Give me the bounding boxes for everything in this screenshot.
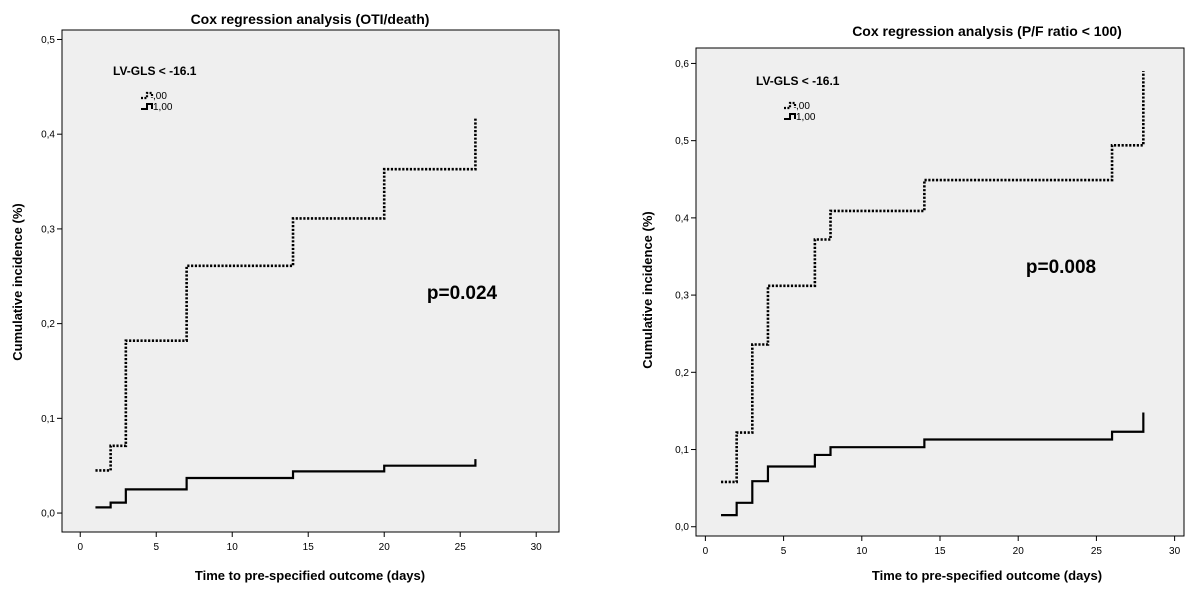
series-line-group-100: [721, 412, 1145, 517]
y-tick-label: 0,1: [41, 414, 55, 425]
y-tick-label: 0,0: [675, 522, 689, 533]
x-tick-label: 5: [781, 546, 787, 557]
plot-area: [695, 47, 1185, 537]
y-tick-label: 0,5: [41, 35, 55, 46]
x-axis-label: Time to pre-specified outcome (days): [195, 568, 425, 583]
plot-area: [61, 29, 560, 533]
x-tick-label: 0: [703, 546, 709, 557]
p-value-annotation: p=0.008: [1026, 257, 1096, 278]
x-tick-label: 30: [1169, 546, 1181, 557]
x-tick-label: 30: [531, 542, 543, 553]
x-tick-label: 15: [303, 542, 315, 553]
legend-entry: 1,00: [796, 112, 816, 123]
y-tick-label: 0,2: [41, 319, 55, 330]
y-axis-label: Cumulative incidence (%): [10, 203, 25, 360]
chart-svg-right: Cox regression analysis (P/F ratio < 100…: [640, 23, 1185, 583]
y-tick-label: 0,2: [675, 368, 689, 379]
chart-title: Cox regression analysis (OTI/death): [191, 11, 430, 27]
p-value-annotation: p=0.024: [427, 283, 498, 304]
x-tick-label: 10: [227, 542, 239, 553]
legend-title: LV-GLS < -16.1: [756, 74, 840, 88]
y-tick-label: 0,5: [675, 136, 689, 147]
legend-swatch-group-00: [784, 101, 797, 110]
x-tick-label: 0: [77, 542, 83, 553]
y-tick-label: 0,0: [41, 509, 55, 520]
legend-entry: ,00: [153, 91, 167, 102]
y-tick-label: 0,4: [675, 213, 689, 224]
x-tick-label: 25: [455, 542, 467, 553]
legend-title: LV-GLS < -16.1: [113, 64, 197, 78]
y-tick-label: 0,6: [675, 59, 689, 70]
x-tick-label: 20: [379, 542, 391, 553]
x-tick-label: 20: [1013, 546, 1025, 557]
x-tick-label: 25: [1091, 546, 1103, 557]
series-line-group-00: [95, 117, 477, 472]
y-tick-label: 0,1: [675, 445, 689, 456]
y-axis-label: Cumulative incidence (%): [640, 211, 655, 368]
x-tick-label: 15: [934, 546, 946, 557]
legend-entry: ,00: [796, 101, 810, 112]
chart-cox-pf-ratio: Cox regression analysis (P/F ratio < 100…: [594, 0, 1188, 584]
legend-swatch-group-100: [784, 113, 796, 120]
legend-entry: 1,00: [153, 102, 173, 113]
x-tick-label: 5: [153, 542, 159, 553]
series-line-group-00: [721, 71, 1145, 484]
chart-title: Cox regression analysis (P/F ratio < 100…: [852, 23, 1122, 39]
series-line-group-100: [95, 459, 477, 509]
x-tick-label: 10: [856, 546, 868, 557]
y-tick-label: 0,3: [675, 291, 689, 302]
y-tick-label: 0,4: [41, 130, 55, 141]
x-axis-label: Time to pre-specified outcome (days): [872, 568, 1102, 583]
legend-swatch-group-00: [141, 91, 154, 100]
chart-svg-left: Cox regression analysis (OTI/death) 0 5 10 1…: [10, 11, 560, 583]
chart-cox-oti-death: Cox regression analysis (OTI/death) 0 5 10 1…: [0, 0, 594, 584]
legend-swatch-group-100: [141, 103, 153, 110]
y-tick-label: 0,3: [41, 224, 55, 235]
